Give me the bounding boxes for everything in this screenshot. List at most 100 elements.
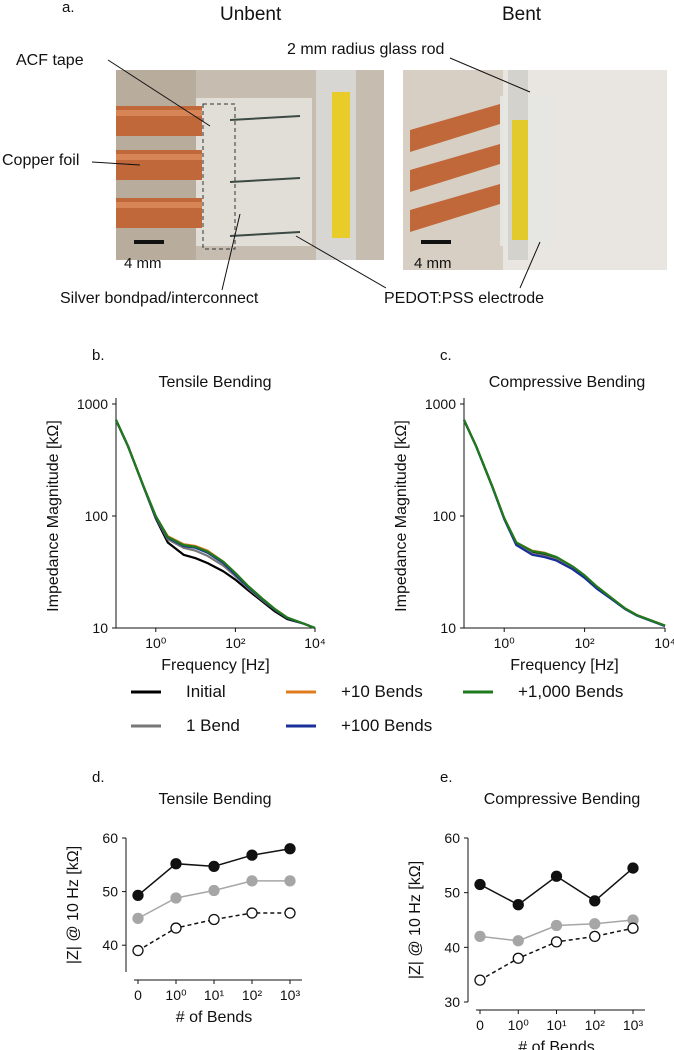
panel-d-chart: d. Tensile Bending 40 50 60 0 10⁰ 10¹ 10² 10³ # of… <box>65 769 302 1026</box>
glass-rod-leader <box>449 57 531 93</box>
glass-rod-label: 2 mm radius glass rod <box>287 41 444 58</box>
y-axis-label: Impedance Magnitude [kΩ] <box>393 420 410 612</box>
data-point-gray <box>132 912 144 925</box>
x-tick-label: 10² <box>585 1017 606 1033</box>
acf-tape-label: ACF tape <box>16 52 84 69</box>
series-line--1-000-bends <box>114 419 316 630</box>
legend-label: 1 Bend <box>186 716 240 735</box>
data-point-open <box>208 913 220 926</box>
panel-b-chart: b. Tensile Bending 1000 100 10 10⁰ 10² 10⁴ Frequ… <box>45 347 326 674</box>
x-tick-label: 10³ <box>280 987 301 1003</box>
y-tick-label: 50 <box>444 885 460 901</box>
series-line--10-bends <box>463 419 666 627</box>
x-tick-label: 10⁰ <box>508 1017 530 1033</box>
x-tick-label: 10¹ <box>204 987 225 1003</box>
series-line-initial <box>114 419 316 630</box>
data-point-black <box>627 862 639 874</box>
panel-letter: c. <box>440 347 452 364</box>
y-tick-label: 100 <box>85 508 109 524</box>
data-point-open <box>284 907 296 919</box>
x-axis-label: Frequency [Hz] <box>510 657 618 674</box>
x-tick-label: 10⁴ <box>654 635 674 651</box>
x-tick-label: 10⁰ <box>165 987 187 1003</box>
data-point-black <box>246 849 258 861</box>
x-axis-label: # of Bends <box>176 1009 253 1026</box>
x-axis-label: Frequency [Hz] <box>161 657 269 674</box>
scale-label-bent: 4 mm <box>414 255 452 272</box>
series-line--1-000-bends <box>463 419 666 627</box>
data-point-open <box>512 952 524 964</box>
data-point-black <box>132 889 144 902</box>
y-tick-label: 40 <box>444 939 460 955</box>
chart-title: Tensile Bending <box>159 791 272 808</box>
data-point-black <box>170 858 182 870</box>
x-tick-label: 10² <box>225 635 246 651</box>
data-point-black <box>208 860 220 873</box>
y-tick-label: 10 <box>440 620 456 636</box>
y-axis-label: |Z| @ 10 Hz [kΩ] <box>65 846 82 964</box>
panel-letter: d. <box>92 769 105 786</box>
pedot-leader-left <box>295 235 387 289</box>
data-point-open <box>627 922 639 934</box>
panel-a: a. Unbent Bent 4 mm <box>2 0 667 307</box>
x-tick-label: 10⁴ <box>304 635 326 651</box>
data-point-gray <box>170 892 182 904</box>
data-point-open <box>132 944 144 957</box>
pedot-electrode-label: PEDOT:PSS electrode <box>384 290 544 307</box>
silver-bondpad-label: Silver bondpad/interconnect <box>60 290 259 307</box>
data-point-gray <box>512 935 524 947</box>
series-line-1-bend <box>114 419 316 630</box>
data-point-gray <box>284 875 296 887</box>
y-tick-label: 60 <box>444 830 460 846</box>
chart-title: Compressive Bending <box>484 791 641 808</box>
x-axis-label: # of Bends <box>518 1039 595 1050</box>
y-tick-label: 40 <box>102 937 118 953</box>
data-point-open <box>246 907 258 919</box>
data-point-gray <box>474 930 486 943</box>
bent-header: Bent <box>502 4 542 25</box>
legend-label: +10 Bends <box>341 682 423 701</box>
legend-label: +1,000 Bends <box>518 682 623 701</box>
panel-c-chart: c. Compressive Bending 1000 100 10 10⁰ 10² 10⁴ F… <box>393 347 674 674</box>
legend-label: Initial <box>186 682 226 701</box>
series-line-open <box>479 927 634 981</box>
x-tick-label: 10² <box>242 987 263 1003</box>
data-point-open <box>170 922 182 934</box>
panel-letter: e. <box>440 769 453 786</box>
copper-foil-leader <box>91 161 141 166</box>
data-point-black <box>589 895 601 907</box>
legend-label: +100 Bends <box>341 716 432 735</box>
chart-title: Compressive Bending <box>489 374 646 391</box>
y-tick-label: 1000 <box>77 396 108 412</box>
series-line--100-bends <box>114 419 316 630</box>
y-tick-label: 50 <box>102 884 118 900</box>
x-tick-label: 10² <box>574 635 595 651</box>
x-tick-label: 10⁰ <box>145 635 167 651</box>
y-axis-label: Impedance Magnitude [kΩ] <box>45 420 62 612</box>
pedot-leader-right <box>519 241 541 289</box>
y-tick-label: 10 <box>92 620 108 636</box>
panel-e-chart: e. Compressive Bending 30 40 50 60 0 10⁰ 10¹ 10² 1… <box>407 769 645 1050</box>
panel-letter: b. <box>92 347 105 364</box>
silver-bondpad-leader <box>221 213 241 291</box>
x-tick-label: 0 <box>476 1017 484 1033</box>
y-tick-label: 100 <box>433 508 457 524</box>
series-line-initial <box>463 419 666 627</box>
x-tick-label: 10¹ <box>546 1017 567 1033</box>
data-point-black <box>474 878 486 891</box>
series-line-open <box>137 912 290 952</box>
unbent-header: Unbent <box>220 4 282 25</box>
data-point-black <box>512 899 524 911</box>
data-point-gray <box>208 884 220 897</box>
y-tick-label: 60 <box>102 830 118 846</box>
data-point-gray <box>589 918 601 930</box>
series-line-1-bend <box>463 419 666 627</box>
y-axis-label: |Z| @ 10 Hz [kΩ] <box>407 861 424 979</box>
chart-title: Tensile Bending <box>159 374 272 391</box>
data-point-open <box>474 974 486 986</box>
series-line--10-bends <box>114 419 316 630</box>
legend: Initial 1 Bend +10 Bends +100 Bends +1,000 B… <box>131 682 623 735</box>
data-point-black <box>550 870 563 882</box>
